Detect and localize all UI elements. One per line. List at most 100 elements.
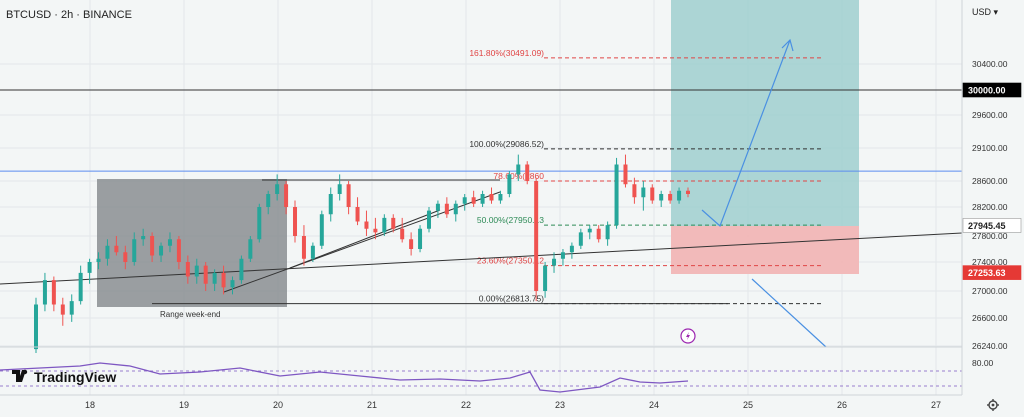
candle-body [552, 258, 557, 266]
price-scale[interactable] [962, 0, 1024, 395]
candle-body [328, 194, 333, 215]
fib-label-0.00%: 0.00%(26813.75) [479, 294, 544, 304]
candle-body [293, 207, 298, 236]
candle-body [409, 239, 414, 249]
time-tick: 25 [743, 400, 753, 410]
candle-body [310, 245, 315, 259]
time-ticks: 18 19 20 21 22 23 24 25 26 27 [85, 400, 941, 410]
range-label: Range week-end [160, 310, 220, 319]
candle-body [275, 184, 280, 194]
projection-arrows[interactable] [701, 38, 827, 348]
candle-body [614, 164, 619, 226]
candle-body [364, 221, 369, 229]
time-tick: 27 [931, 400, 941, 410]
candle-body [51, 280, 56, 305]
candle-body [159, 245, 164, 256]
fib-label-100.00%: 100.00%(29086.52) [469, 139, 544, 149]
price-ticks: 30400.00 29600.00 29100.00 28600.00 28200.00… [972, 59, 1008, 368]
lightning-icon[interactable] [680, 328, 696, 344]
fibonacci-retracement[interactable]: 161.80%(30491.09) 100.00%(29086.52) 78.60%… [469, 48, 822, 305]
rsi-tick: 80.00 [972, 358, 994, 368]
price-tick: 27000.00 [972, 286, 1008, 296]
candle-body [42, 280, 47, 305]
range-weekend-box[interactable] [97, 179, 287, 307]
candle-body [105, 245, 110, 259]
price-label-box [962, 265, 1022, 280]
time-tick: 18 [85, 400, 95, 410]
candle-body [185, 262, 190, 277]
trendlines[interactable] [0, 179, 963, 293]
price-tick: 29600.00 [972, 110, 1008, 120]
candle-body [346, 184, 351, 207]
price-tick: 26600.00 [972, 313, 1008, 323]
tradingview-logo: TradingView [12, 369, 116, 385]
arrow-up-head [781, 38, 794, 52]
candle-body [203, 265, 208, 284]
price-tick: 29100.00 [972, 143, 1008, 153]
trendline-rising-2 [289, 209, 441, 269]
candle-body [391, 217, 396, 229]
price-label-text: 27253.63 [968, 268, 1006, 278]
candle-body [221, 272, 226, 288]
candle-body [96, 258, 101, 262]
time-scale[interactable] [0, 395, 1024, 417]
candle-body [319, 214, 324, 246]
candle-body [239, 258, 244, 281]
price-tick: 27800.00 [972, 231, 1008, 241]
price-tick: 28200.00 [972, 202, 1008, 212]
price-label-text: 27945.45 [968, 221, 1006, 231]
time-tick: 20 [273, 400, 283, 410]
candle-body [212, 272, 217, 284]
candle-body [266, 194, 271, 207]
candle-body [257, 207, 262, 240]
candle-body [453, 203, 458, 215]
candle-body [569, 245, 574, 253]
candle-body [560, 252, 565, 259]
time-tick: 23 [555, 400, 565, 410]
candle-body [462, 197, 467, 204]
candle-body [489, 194, 494, 201]
candle-body [516, 164, 521, 175]
fib-label-50.00%: 50.00%(27950.13 [477, 215, 544, 225]
candle-body [78, 272, 83, 302]
arrow-up-path [701, 39, 791, 228]
candle-body [141, 236, 146, 240]
price-tick: 27400.00 [972, 257, 1008, 267]
candle-body [623, 164, 628, 185]
price-label-text: 30000.00 [968, 86, 1006, 96]
candle-body [60, 304, 65, 315]
loss-zone[interactable] [671, 226, 859, 274]
candle-body [418, 228, 423, 249]
candle-body [605, 225, 610, 240]
settings-gear-icon[interactable] [987, 399, 999, 411]
candle-body [301, 236, 306, 259]
candle-body [596, 228, 601, 240]
fib-label-161.80%: 161.80%(30491.09) [469, 48, 544, 58]
profit-zone[interactable] [671, 0, 859, 226]
fib-label-23.60%: 23.60%(27350.12 [477, 256, 544, 266]
arrow-down-path [751, 278, 827, 348]
candle-body [248, 239, 253, 259]
candle-body [150, 236, 155, 256]
time-tick: 21 [367, 400, 377, 410]
candle-body [578, 232, 583, 246]
candle-body [167, 239, 172, 246]
candle-body [587, 228, 592, 233]
candle-body [507, 174, 512, 194]
logo-text: TradingView [34, 369, 116, 385]
candle-body [400, 228, 405, 240]
price-tick: 28600.00 [972, 176, 1008, 186]
candle-body [677, 190, 682, 201]
chart-title[interactable]: BTCUSD · 2h · BINANCE [6, 9, 132, 21]
currency-selector[interactable]: USD ▾ [972, 7, 999, 17]
candle-body [284, 184, 289, 207]
candle-body [659, 194, 664, 201]
price-key-labels: 30000.00 27945.45 27253.63 [962, 82, 1022, 280]
time-tick: 24 [649, 400, 659, 410]
candle-body [534, 181, 539, 291]
candle-body [525, 164, 530, 181]
candle-body [650, 187, 655, 201]
candle-body [114, 245, 119, 253]
time-tick: 26 [837, 400, 847, 410]
